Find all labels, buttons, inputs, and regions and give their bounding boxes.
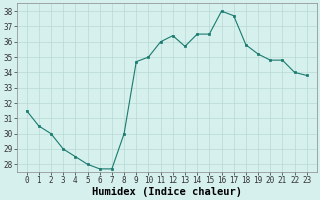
X-axis label: Humidex (Indice chaleur): Humidex (Indice chaleur)	[92, 186, 242, 197]
